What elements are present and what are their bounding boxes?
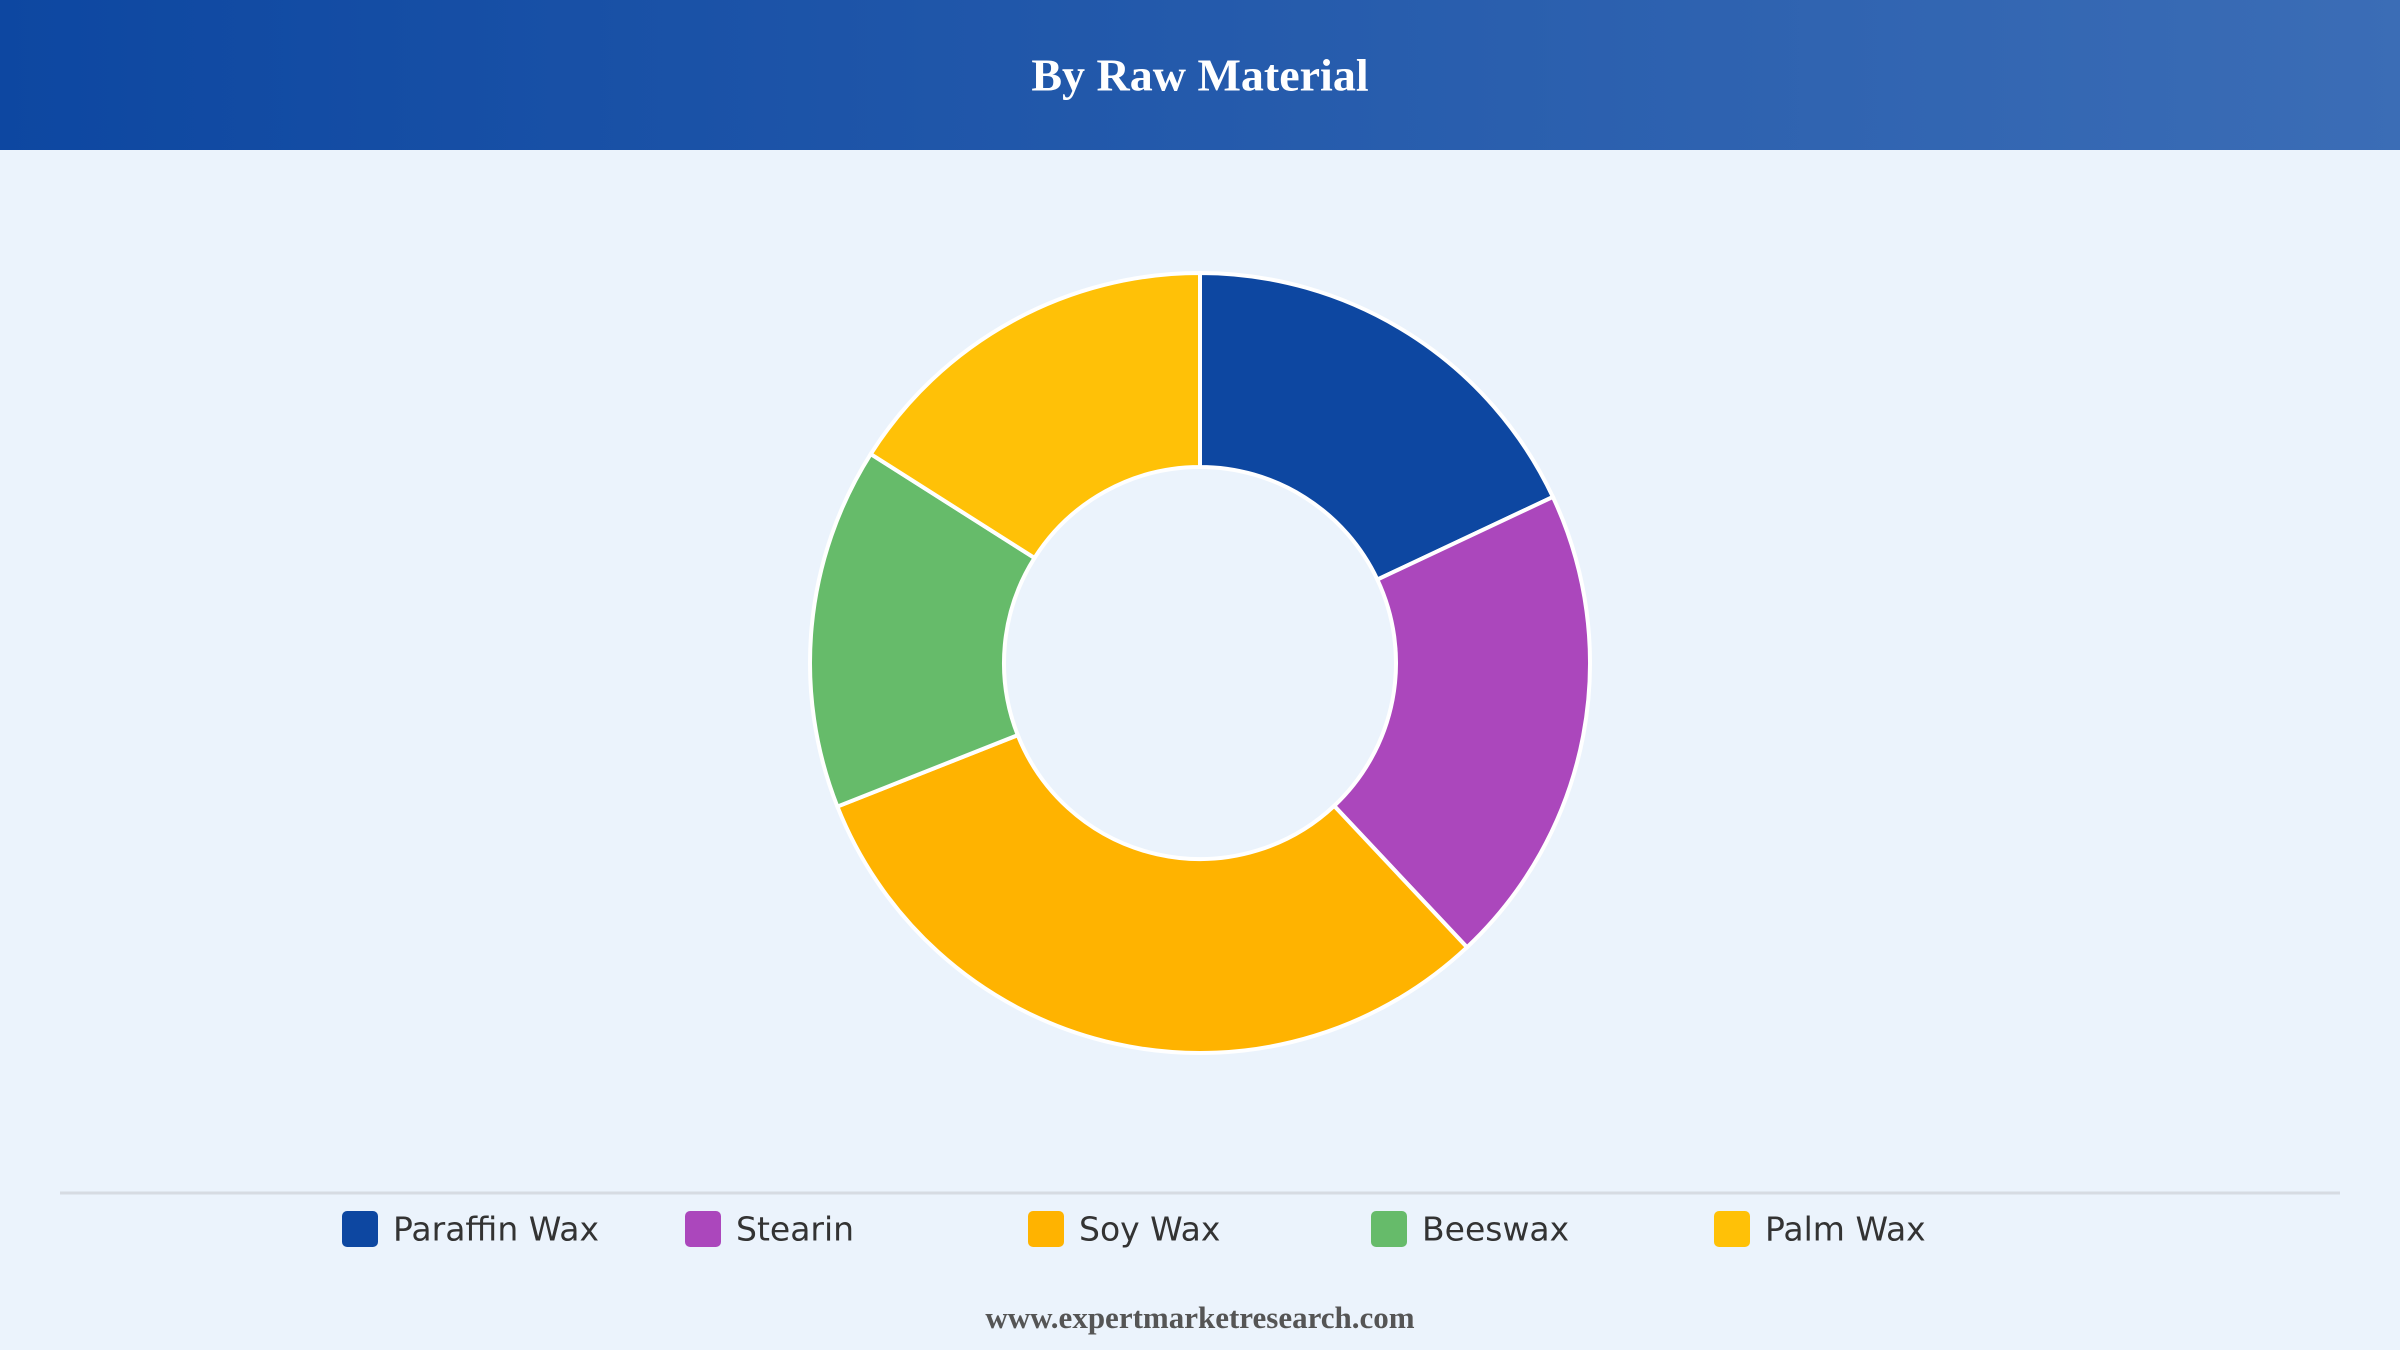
legend-label: Soy Wax (1079, 1210, 1220, 1249)
legend-label: Paraffin Wax (393, 1210, 599, 1249)
header (0, 0, 2400, 150)
slice (808, 451, 1038, 810)
legend-swatch (342, 1211, 378, 1247)
chart-title: By Raw Material (1031, 50, 1368, 101)
donut (808, 270, 1592, 1055)
legend-swatch (1371, 1211, 1407, 1247)
slice (834, 732, 1470, 1055)
legend-label: Stearin (736, 1210, 854, 1249)
legend-swatch (1714, 1211, 1750, 1247)
legend-swatch (685, 1211, 721, 1247)
slice (867, 270, 1202, 561)
slice (1331, 494, 1592, 951)
legend-label: Palm Wax (1765, 1210, 1926, 1249)
slice (1198, 270, 1556, 583)
footer: www.expertmarketresearch.com (985, 1300, 1414, 1335)
legend-swatch (1028, 1211, 1064, 1247)
legend: Paraffin Wax Stearin Soy Wax Beeswax Palm Wa… (342, 1210, 1926, 1249)
legend-label: Beeswax (1422, 1210, 1569, 1249)
